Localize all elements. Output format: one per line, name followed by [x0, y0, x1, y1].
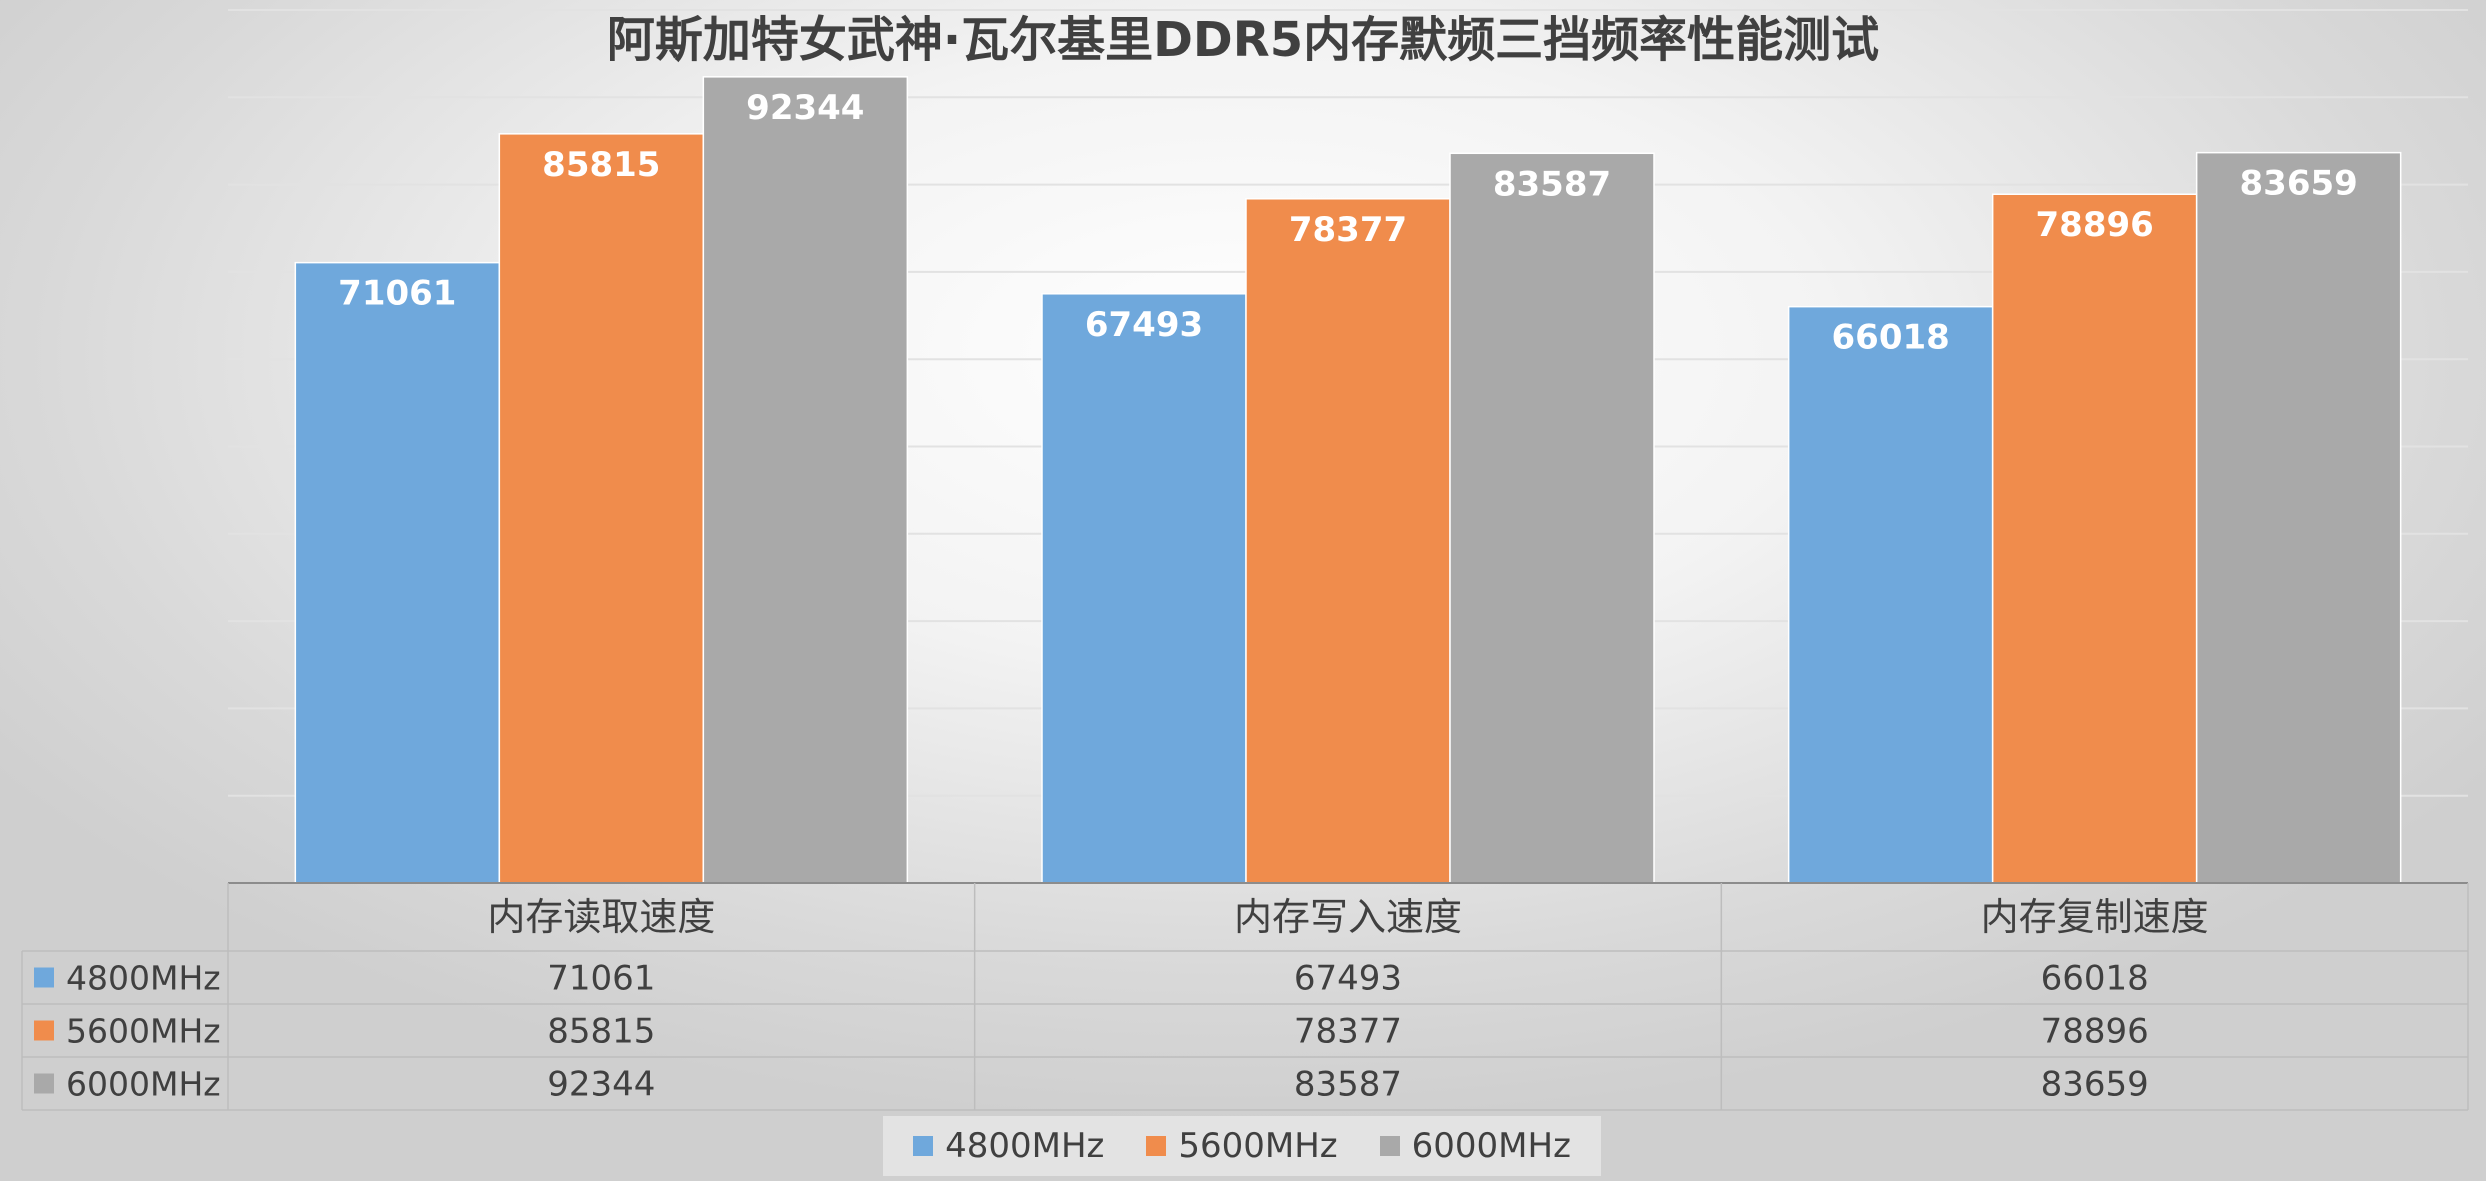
bar-4800MHz-2 [1787, 305, 1994, 884]
table-cell: 67493 [1294, 959, 1402, 999]
table-cell: 66018 [2041, 959, 2149, 999]
data-label: 78896 [2036, 205, 2154, 245]
bar-4800MHz-1 [1041, 293, 1247, 884]
bar-5600MHz-1 [1245, 198, 1451, 884]
table-cell: 92344 [547, 1065, 655, 1105]
data-label: 92344 [746, 88, 864, 128]
bar-5600MHz-2 [1991, 193, 2198, 884]
bar-6000MHz-2 [2195, 151, 2402, 884]
legend-swatch [1379, 1136, 1400, 1156]
table-cell: 85815 [547, 1012, 655, 1052]
table-series-name: 4800MHz [66, 959, 221, 998]
data-label: 85815 [542, 145, 660, 185]
legend-item: 4800MHz [913, 1126, 1104, 1166]
table-key-4800MHz [34, 967, 54, 988]
table-series-name: 5600MHz [66, 1012, 221, 1051]
table-key-5600MHz [34, 1020, 54, 1041]
data-label: 71061 [338, 274, 456, 314]
table-cell: 78896 [2041, 1012, 2149, 1052]
category-label: 内存读取速度 [487, 895, 715, 939]
data-label: 83659 [2240, 164, 2358, 204]
table-series-name: 6000MHz [66, 1065, 221, 1104]
legend-swatch [913, 1136, 934, 1156]
category-label: 内存写入速度 [1234, 895, 1462, 939]
data-label: 83587 [1493, 164, 1611, 204]
data-label: 66018 [1832, 318, 1950, 358]
chart-legend: 4800MHz 5600MHz 6000MHz [883, 1116, 1601, 1176]
table-cell: 71061 [547, 959, 655, 999]
table-cell: 78377 [1294, 1012, 1402, 1052]
table-cell: 83587 [1294, 1065, 1402, 1105]
data-label: 78377 [1289, 210, 1407, 250]
legend-label: 4800MHz [945, 1126, 1105, 1166]
bar-4800MHz-0 [294, 261, 501, 884]
table-key-6000MHz [34, 1073, 54, 1094]
table-cell: 83659 [2041, 1065, 2149, 1105]
category-label: 内存复制速度 [1981, 895, 2209, 939]
bar-6000MHz-0 [702, 76, 909, 884]
bar-5600MHz-0 [498, 133, 705, 884]
data-label: 67493 [1085, 305, 1203, 345]
legend-item: 6000MHz [1379, 1126, 1571, 1166]
bar-6000MHz-1 [1449, 152, 1655, 884]
chart-title: 阿斯加特女武神·瓦尔基里DDR5内存默频三挡频率性能测试 [606, 12, 1880, 68]
legend-label: 5600MHz [1178, 1126, 1338, 1166]
legend-swatch [1146, 1136, 1167, 1156]
legend-label: 6000MHz [1411, 1126, 1571, 1166]
legend-item: 5600MHz [1146, 1126, 1338, 1166]
